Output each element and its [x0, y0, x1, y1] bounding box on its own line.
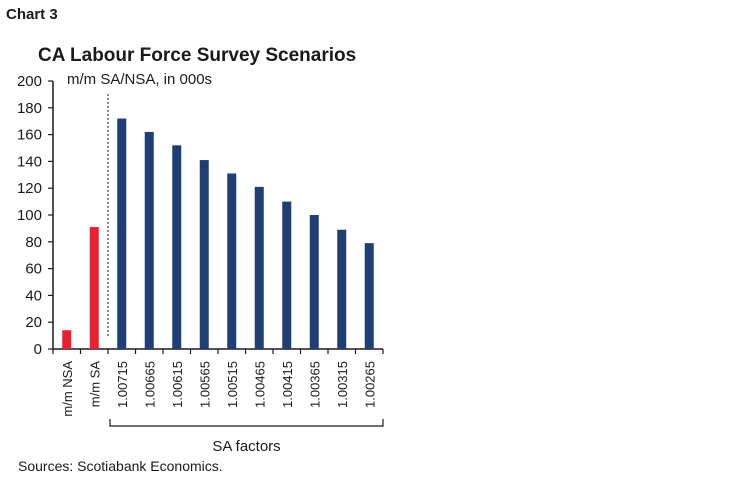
y-tick-label: 160 [17, 127, 42, 144]
x-tick-label: 1.00265 [362, 361, 377, 408]
x-tick-label: 1.00365 [307, 361, 322, 408]
x-tick-label: m/m SA [87, 361, 102, 408]
y-tick-label: 0 [34, 341, 42, 358]
y-tick-label: 200 [17, 73, 42, 90]
y-tick-label: 60 [25, 261, 42, 278]
x-axis-labels: m/m NSA m/m SA 1.00715 1.00665 1.00615 1.0056… [60, 361, 378, 417]
y-tick-label: 40 [25, 287, 42, 304]
x-tick-label: 1.00315 [335, 361, 350, 408]
y-tick-label: 20 [25, 314, 42, 331]
bar-1-00365 [309, 215, 319, 349]
y-tick-label: 80 [25, 234, 42, 251]
chart-title: CA Labour Force Survey Scenarios [38, 45, 357, 66]
bar-1-00315 [337, 229, 347, 349]
y-tick-label: 120 [17, 180, 42, 197]
chart-number: Chart 3 [6, 6, 58, 23]
bar-1-00665 [144, 131, 154, 349]
y-tick-label: 180 [17, 100, 42, 117]
x-tick-label: 1.00515 [225, 361, 240, 408]
chart-subtitle: m/m SA/NSA, in 000s [67, 71, 213, 88]
x-tick-label: 1.00665 [142, 361, 157, 408]
sa-factors-bracket [109, 419, 384, 427]
bracket-line [109, 419, 384, 427]
bar-m-m-sa [89, 227, 99, 349]
group-label: SA factors [212, 438, 280, 455]
x-tick-label: m/m NSA [60, 361, 75, 417]
bars [62, 118, 374, 350]
x-tick-label: 1.00465 [252, 361, 267, 408]
bar-1-00715 [117, 118, 127, 350]
x-tick-label: 1.00615 [170, 361, 185, 408]
bar-1-00615 [172, 145, 182, 349]
bar-1-00465 [254, 186, 264, 349]
bar-1-00415 [282, 201, 292, 349]
x-tick-label: 1.00715 [115, 361, 130, 408]
x-tick-label: 1.00565 [197, 361, 212, 408]
bar-1-00515 [227, 173, 237, 349]
y-tick-label: 100 [17, 207, 42, 224]
bar-1-00565 [199, 160, 209, 349]
bar-m-m-nsa [62, 330, 72, 349]
bar-1-00265 [364, 243, 374, 349]
y-axis: 0 20 40 60 80 100 120 140 160 180 200 [17, 73, 384, 358]
sources-note: Sources: Scotiabank Economics. [18, 458, 223, 474]
y-tick-label: 140 [17, 153, 42, 170]
x-tick-label: 1.00415 [280, 361, 295, 408]
